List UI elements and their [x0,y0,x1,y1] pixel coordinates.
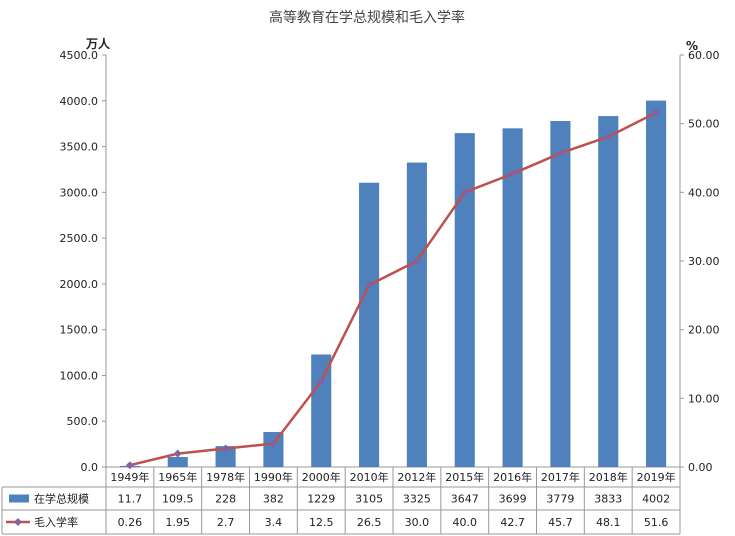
series-line [129,111,657,467]
y-left-tick-label: 3500.0 [60,141,99,154]
data-label: 45.7 [548,516,573,529]
point [173,449,182,458]
point [412,257,421,265]
y-right-tick-label: 10.00 [688,392,720,405]
y-right-tick-label: 40.00 [688,186,720,199]
bar [406,162,427,468]
bar [550,121,571,467]
data-label: 0.26 [118,516,143,529]
y-left-tick-label: 3000.0 [60,186,99,199]
data-label: 3105 [355,493,383,506]
x-tick-label: 1965年 [158,470,197,484]
point [221,444,230,453]
data-label: 51.6 [644,516,669,529]
x-tick-label: 2019年 [637,470,676,484]
legend-label: 毛入学率 [34,515,78,529]
point [269,439,278,448]
x-tick-label: 2010年 [350,470,389,484]
point [365,281,374,290]
data-label: 12.5 [309,516,334,529]
y-right-tick-label: 0.00 [688,461,713,474]
bar [359,182,380,467]
y-right-tick-label: 20.00 [688,324,720,337]
data-label: 3699 [499,493,527,506]
y-right-tick-label: 60.00 [688,49,720,62]
x-tick-label: 2016年 [493,470,532,484]
point [604,132,613,141]
y-left-tick-label: 2500.0 [60,232,99,245]
y-left-tick-label: 500.0 [67,415,99,428]
data-label: 1229 [307,493,335,506]
data-label: 30.0 [405,516,430,529]
data-label: 26.5 [357,516,382,529]
data-label: 228 [215,493,236,506]
data-label: 48.1 [596,516,621,529]
point [652,108,661,117]
point [125,461,134,470]
x-tick-label: 2018年 [589,470,628,484]
data-label: 3647 [451,493,479,506]
data-label: 382 [263,493,284,506]
x-tick-label: 2015年 [445,470,484,484]
data-label: 40.0 [453,516,478,529]
data-label: 3.4 [265,516,283,529]
y-left-tick-label: 2000.0 [60,278,99,291]
x-tick-label: 1978年 [206,470,245,484]
bar [311,354,332,467]
data-label: 4002 [642,493,670,506]
y-axis-left-unit: 万人 [85,36,111,51]
bar [598,116,619,467]
bar [646,100,667,467]
y-right-tick-label: 50.00 [688,118,720,131]
x-tick-label: 2017年 [541,470,580,484]
legend-label: 在学总规模 [34,492,89,506]
data-label: 3833 [594,493,622,506]
point [508,169,517,178]
data-label: 3779 [546,493,574,506]
data-label: 11.7 [118,493,143,506]
data-label: 109.5 [162,493,194,506]
data-label: 3325 [403,493,431,506]
y-left-tick-label: 0.0 [81,461,99,474]
y-left-tick-label: 1500.0 [60,324,99,337]
plot-area: 0.0 500.0 1000.0 1500.0 2000.0 2500.0 3000.0 35… [60,49,720,474]
y-left-tick-label: 1000.0 [60,369,99,382]
y-left-tick-label: 4500.0 [60,49,99,62]
legend-key-bar [9,494,29,503]
bar [502,128,523,467]
legend-key-marker [14,518,22,526]
x-tick-label: 1949年 [110,470,149,484]
y-right-tick-label: 30.00 [688,255,720,268]
x-tick-label: 2012年 [397,470,436,484]
point [556,149,565,158]
data-label: 1.95 [166,516,191,529]
bar [215,446,236,467]
y-left-tick-label: 4000.0 [60,95,99,108]
chart-title: 高等教育在学总规模和毛入学率 [269,9,465,26]
x-tick-label: 2000年 [302,470,341,484]
data-label: 42.7 [500,516,525,529]
bar [454,133,475,467]
bar [167,456,188,467]
y-axis-right-unit: % [686,39,698,53]
x-tick-label: 1990年 [254,470,293,484]
bar [263,432,284,467]
point [460,188,469,197]
point [317,377,326,386]
data-table: 1949年 1965年 1978年 1990年 2000年 2010年 2012年 2015年… [1,467,681,535]
data-label: 2.7 [217,516,235,529]
